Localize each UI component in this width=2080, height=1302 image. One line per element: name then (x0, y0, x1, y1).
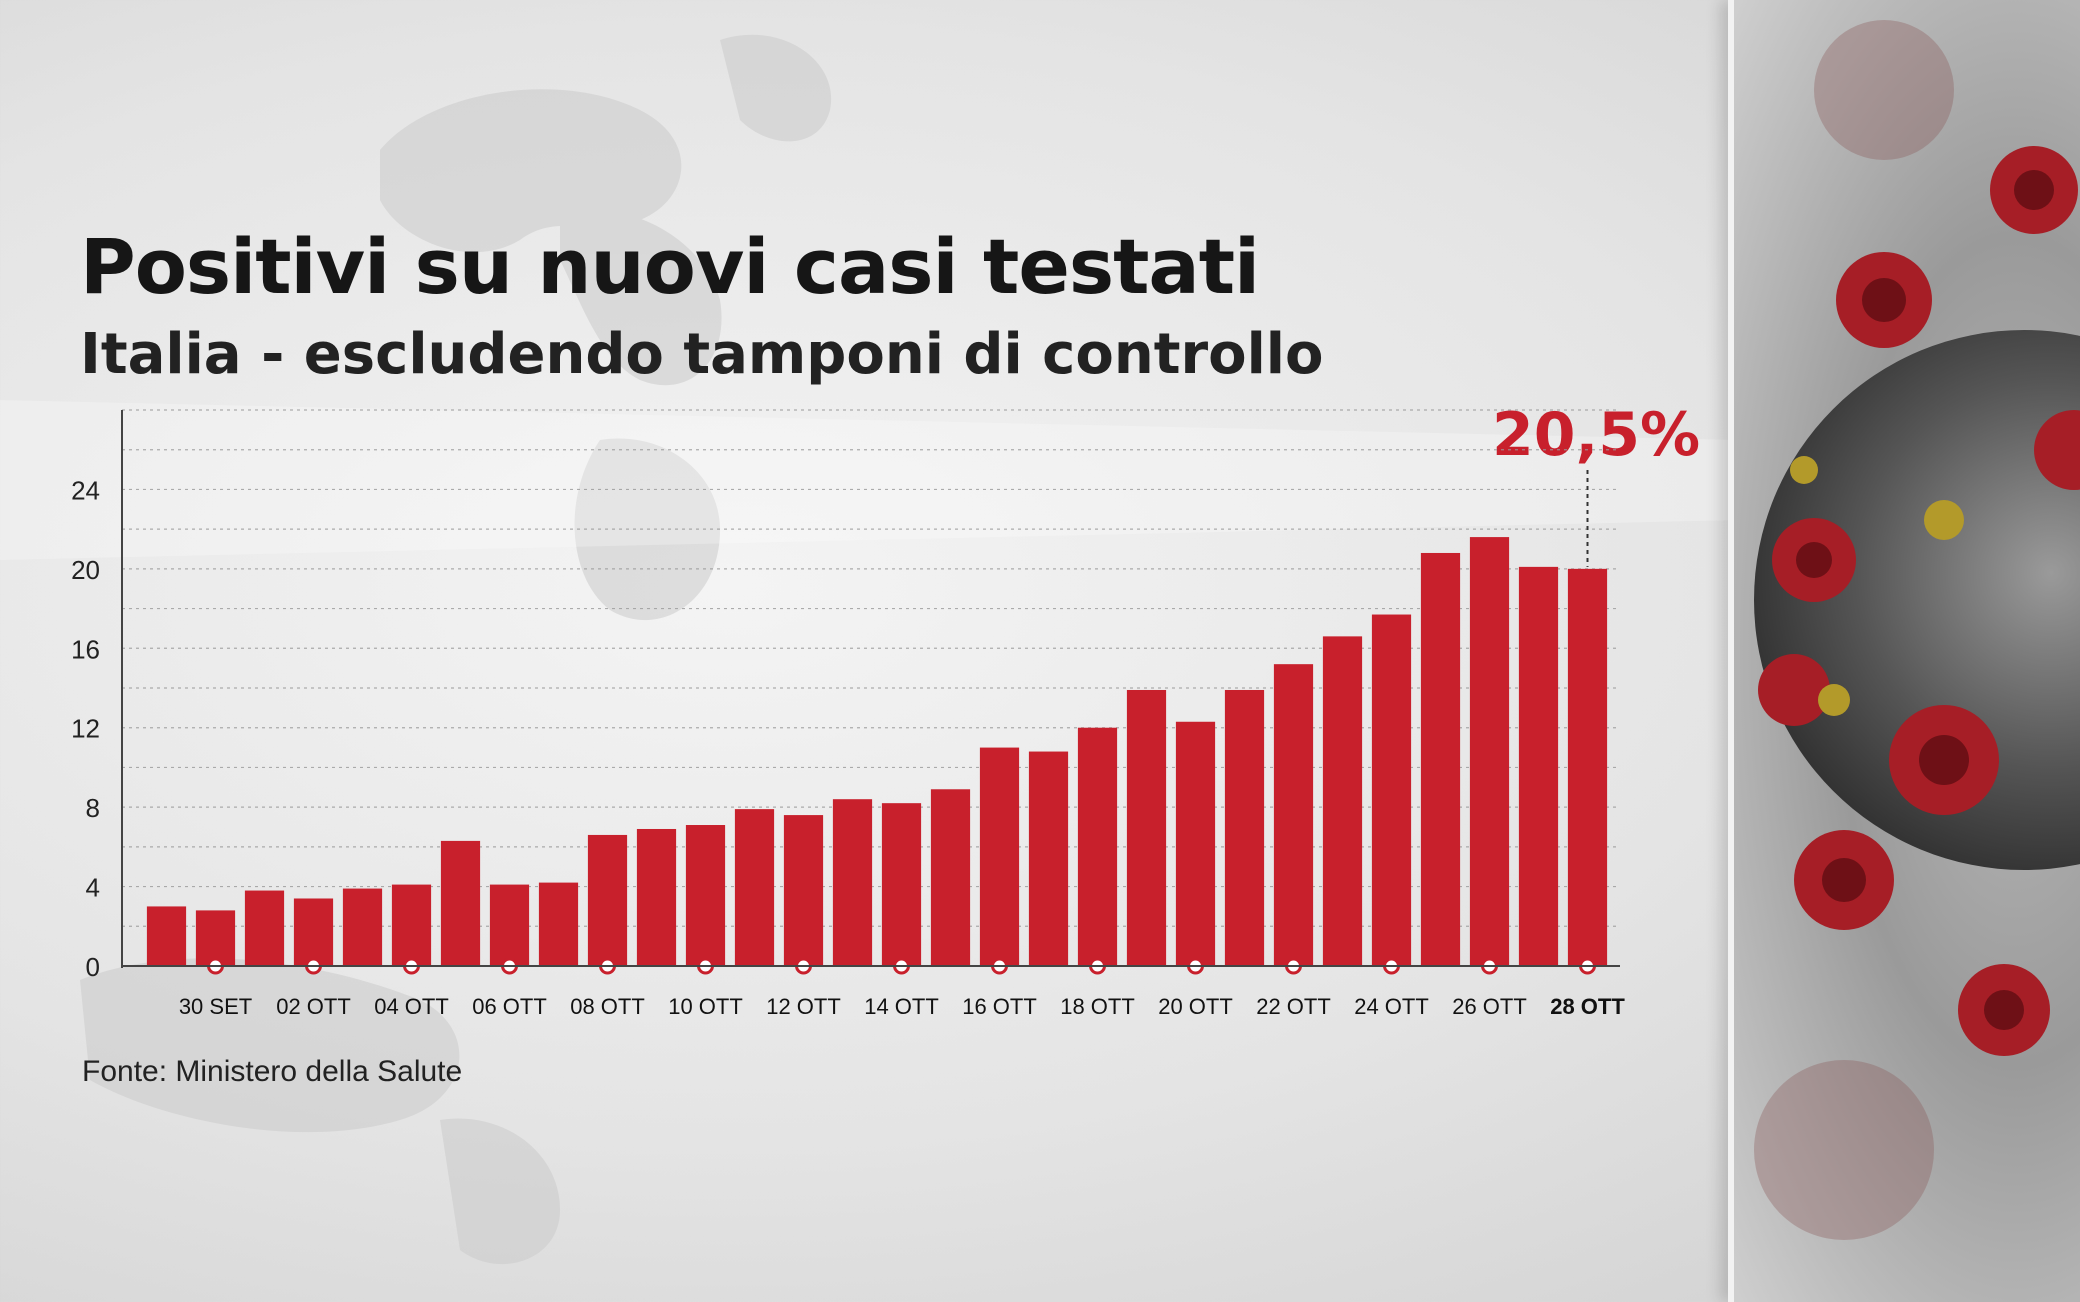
bar (1371, 614, 1412, 966)
chart-subtitle: Italia - escludendo tamponi di controllo (80, 322, 1324, 387)
x-tick-label: 28 OTT (1550, 994, 1625, 1019)
y-tick-label: 20 (71, 555, 100, 585)
bar (1518, 566, 1559, 966)
bar (832, 799, 873, 966)
y-tick-label: 4 (86, 873, 100, 903)
bars (146, 537, 1608, 966)
bar (293, 898, 334, 966)
x-tick-label: 14 OTT (864, 994, 939, 1019)
y-tick-label: 16 (71, 634, 100, 664)
bar (1175, 721, 1216, 966)
x-tick-label: 18 OTT (1060, 994, 1135, 1019)
bar (1273, 664, 1314, 966)
bar (1126, 689, 1167, 966)
bar (1077, 727, 1118, 966)
bar (1224, 689, 1265, 966)
bar (685, 825, 726, 966)
bar (440, 840, 481, 966)
x-tick-label: 22 OTT (1256, 994, 1331, 1019)
virus-image-panel (1728, 0, 2080, 1302)
bar (1028, 751, 1069, 966)
bar (1567, 568, 1608, 966)
bar (734, 809, 775, 966)
bar (489, 884, 530, 966)
bar (1322, 636, 1363, 966)
x-tick-label: 26 OTT (1452, 994, 1527, 1019)
x-tick-label: 20 OTT (1158, 994, 1233, 1019)
x-tick-label: 10 OTT (668, 994, 743, 1019)
bar (244, 890, 285, 966)
x-tick-label: 06 OTT (472, 994, 547, 1019)
bar (1469, 537, 1510, 966)
bar (783, 815, 824, 966)
y-tick-label: 8 (86, 793, 100, 823)
x-tick-label: 16 OTT (962, 994, 1037, 1019)
x-tick-label: 02 OTT (276, 994, 351, 1019)
y-tick-label: 12 (71, 714, 100, 744)
axes (121, 410, 1620, 968)
latest-value-label: 20,5% (1492, 400, 1701, 470)
bar (1420, 552, 1461, 966)
bar (881, 803, 922, 966)
y-tick-label: 0 (86, 952, 100, 982)
bar (391, 884, 432, 966)
x-tick-label: 30 SET (179, 994, 252, 1019)
bar (979, 747, 1020, 966)
coronavirus-illustration (1754, 20, 2080, 1240)
bar (195, 910, 236, 966)
bar (146, 906, 187, 966)
bar (342, 888, 383, 966)
bar (636, 828, 677, 966)
background-world-map (80, 34, 832, 1265)
chart-title: Positivi su nuovi casi testati (80, 222, 1260, 311)
y-tick-labels: 0 4 8 12 16 20 24 (71, 475, 100, 982)
bar (587, 834, 628, 966)
x-tick-labels: 30 SET 02 OTT 04 OTT 06 OTT 08 OTT 10 OTT 12 O… (179, 994, 1626, 1019)
x-tick-label: 12 OTT (766, 994, 841, 1019)
bar (930, 789, 971, 966)
source-note: Fonte: Ministero della Salute (82, 1055, 463, 1088)
y-tick-label: 24 (71, 475, 100, 505)
x-tick-label: 08 OTT (570, 994, 645, 1019)
bar (538, 882, 579, 966)
x-tick-label: 04 OTT (374, 994, 449, 1019)
x-tick-label: 24 OTT (1354, 994, 1429, 1019)
grid-lines (122, 409, 1620, 927)
